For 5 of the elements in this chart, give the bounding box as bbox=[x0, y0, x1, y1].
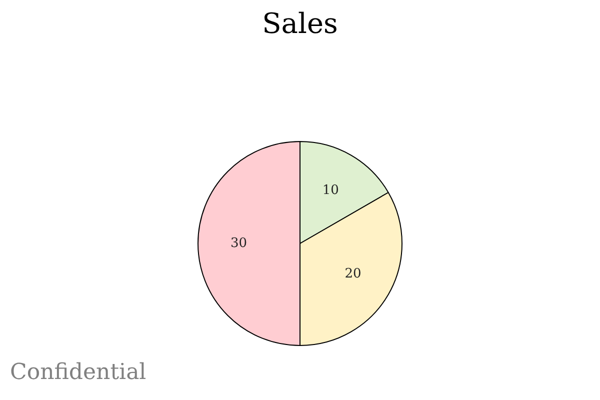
text: Confidential bbox=[10, 360, 146, 386]
data-label: 30 bbox=[230, 236, 248, 251]
data-label: 10 bbox=[322, 182, 339, 198]
data-label: 20 bbox=[344, 266, 362, 282]
chart-title: Sales bbox=[261, 6, 339, 42]
